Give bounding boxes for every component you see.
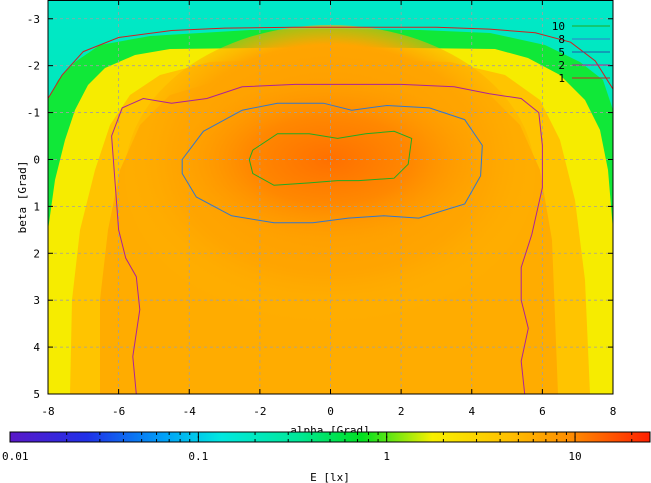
x-tick-label: 8 bbox=[610, 405, 617, 418]
y-axis-label: beta [Grad] bbox=[16, 161, 29, 234]
y-tick-label: -2 bbox=[27, 60, 40, 73]
legend-label: 10 bbox=[552, 20, 565, 33]
x-tick-label: 2 bbox=[398, 405, 405, 418]
legend-label: 8 bbox=[558, 33, 565, 46]
x-axis: -8 -6 -4 -2 0 2 4 6 8 bbox=[41, 0, 616, 418]
y-tick-label: 0 bbox=[33, 153, 40, 166]
grid bbox=[48, 0, 613, 394]
heatmap bbox=[48, 0, 613, 394]
hotspot bbox=[180, 80, 480, 240]
y-tick-label: 5 bbox=[33, 388, 40, 401]
x-tick-label: 6 bbox=[539, 405, 546, 418]
legend-label: 1 bbox=[558, 72, 565, 85]
x-tick-label: 4 bbox=[468, 405, 475, 418]
legend-label: 5 bbox=[558, 46, 565, 59]
contours bbox=[48, 26, 613, 394]
contour-8 bbox=[181, 102, 483, 224]
colorbar-tick-label: 0.01 bbox=[2, 450, 29, 463]
y-tick-label: 4 bbox=[33, 341, 40, 354]
colorbar-gradient bbox=[10, 432, 650, 442]
contour-2 bbox=[111, 83, 543, 394]
x-tick-label: -2 bbox=[253, 405, 266, 418]
colorbar-ticks: 0.01 0.1 1 10 bbox=[2, 432, 633, 463]
y-tick-label: -3 bbox=[27, 13, 40, 26]
y-tick-label: 1 bbox=[33, 200, 40, 213]
colorbar-tick-label: 10 bbox=[568, 450, 581, 463]
y-tick-label: 3 bbox=[33, 294, 40, 307]
legend-label: 2 bbox=[558, 59, 565, 72]
x-tick-label: -8 bbox=[41, 405, 54, 418]
x-tick-label: -4 bbox=[183, 405, 197, 418]
contour-10 bbox=[248, 130, 413, 186]
colorbar-tick-label: 0.1 bbox=[188, 450, 208, 463]
x-tick-label: -6 bbox=[112, 405, 125, 418]
colorbar: 0.01 0.1 1 10 E [lx] bbox=[2, 431, 651, 483]
x-tick-label: 0 bbox=[327, 405, 334, 418]
colorbar-label: E [lx] bbox=[310, 471, 350, 483]
colorbar-tick-label: 1 bbox=[383, 450, 390, 463]
y-tick-label: 2 bbox=[33, 247, 40, 260]
contour-1 bbox=[48, 26, 613, 99]
y-tick-label: -1 bbox=[27, 107, 40, 120]
